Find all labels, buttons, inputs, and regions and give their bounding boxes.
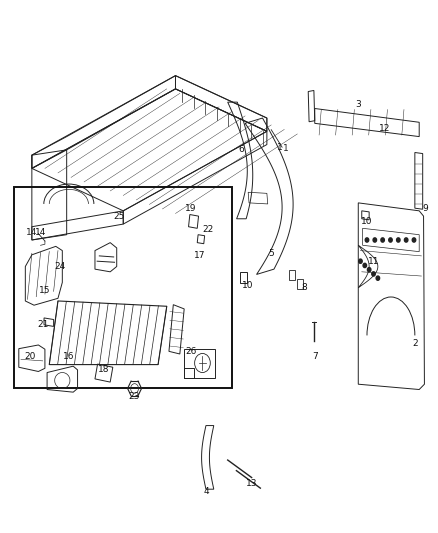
Text: 22: 22 <box>202 225 214 234</box>
Text: 18: 18 <box>98 366 110 374</box>
Circle shape <box>404 238 408 242</box>
Circle shape <box>412 238 416 242</box>
Text: 25: 25 <box>113 212 124 221</box>
Text: 1: 1 <box>283 144 289 154</box>
Bar <box>289 270 295 280</box>
Text: 19: 19 <box>185 204 197 213</box>
Text: 21: 21 <box>37 320 49 329</box>
Text: 3: 3 <box>355 100 361 109</box>
Circle shape <box>359 259 362 263</box>
Text: 11: 11 <box>368 257 379 265</box>
Text: 6: 6 <box>238 146 244 155</box>
Circle shape <box>373 238 377 242</box>
Bar <box>297 279 304 289</box>
Text: 7: 7 <box>312 352 318 361</box>
Text: 17: 17 <box>194 252 205 261</box>
Text: 5: 5 <box>268 249 274 258</box>
Circle shape <box>365 238 369 242</box>
Text: 13: 13 <box>246 479 258 488</box>
Text: 14: 14 <box>35 228 46 237</box>
Circle shape <box>363 263 367 268</box>
Text: 2: 2 <box>412 339 418 348</box>
Bar <box>240 272 247 284</box>
Text: 1: 1 <box>277 143 283 152</box>
Text: 4: 4 <box>203 487 209 496</box>
Circle shape <box>381 238 385 242</box>
Text: 12: 12 <box>379 124 390 133</box>
Circle shape <box>367 268 371 272</box>
Text: 24: 24 <box>54 262 66 271</box>
Text: 9: 9 <box>423 204 429 213</box>
Circle shape <box>389 238 392 242</box>
Text: 14: 14 <box>26 228 37 237</box>
Text: 8: 8 <box>301 283 307 292</box>
Text: 16: 16 <box>63 352 74 361</box>
Circle shape <box>396 238 400 242</box>
Text: 23: 23 <box>128 392 140 401</box>
Circle shape <box>372 272 375 276</box>
Text: 20: 20 <box>24 352 35 361</box>
Circle shape <box>376 276 380 280</box>
Text: 15: 15 <box>39 286 51 295</box>
Text: 10: 10 <box>361 217 373 226</box>
Text: 10: 10 <box>241 280 253 289</box>
Bar <box>14 187 232 389</box>
Text: 26: 26 <box>185 347 196 356</box>
